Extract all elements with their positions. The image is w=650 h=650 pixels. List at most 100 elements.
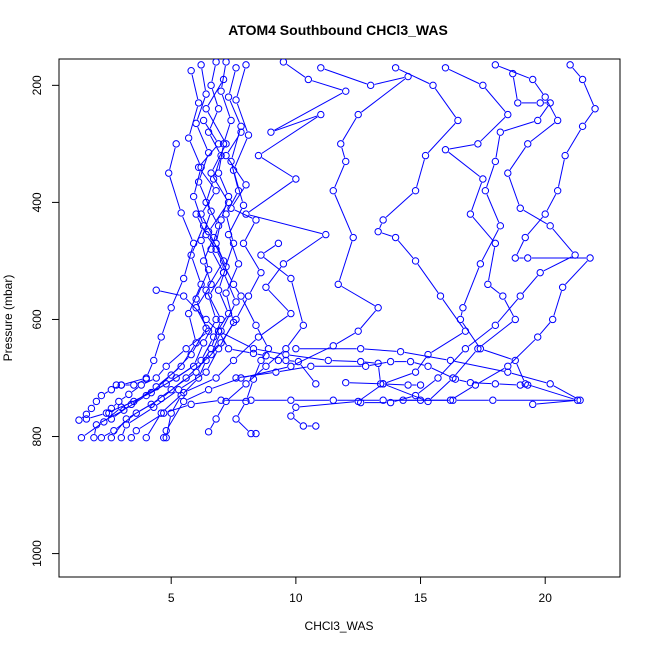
series-19-segment-7 [217, 404, 225, 416]
series-8-segment-11 [417, 357, 427, 370]
series-10-segment-11 [468, 327, 493, 347]
series-3-point-3 [227, 157, 235, 166]
series-10-point-5 [504, 169, 512, 177]
series-11-point-0 [566, 61, 574, 69]
series-18-point-5 [249, 349, 258, 358]
series-18-point-1 [179, 292, 188, 300]
series-7-segment-6 [334, 194, 353, 235]
series-6-point-6 [292, 175, 300, 183]
series-3-segment-0 [229, 71, 236, 94]
series-17-segment-13 [166, 416, 171, 434]
series-group [75, 59, 599, 442]
series-1-point-6 [217, 216, 225, 224]
series-11-segment-13 [510, 339, 536, 364]
series-9-segment-6 [472, 216, 494, 241]
y-tick-label-1: 400 [30, 192, 44, 212]
series-3-point-11 [182, 374, 190, 382]
series-5-point-0 [242, 61, 250, 69]
series-13-point-13 [217, 396, 225, 404]
series-9-point-9 [499, 292, 507, 300]
series-20-segment-7 [254, 363, 260, 376]
series-4-segment-8 [189, 317, 196, 340]
series-3-segment-8 [222, 305, 235, 328]
series-5-segment-2 [234, 138, 248, 167]
series-6-segment-3 [274, 115, 318, 132]
series-13-segment-14 [167, 405, 188, 413]
series-3-segment-7 [224, 276, 235, 299]
series-7-point-3 [354, 110, 362, 119]
series-11-point-12 [548, 315, 557, 324]
series-7-segment-7 [338, 241, 353, 281]
series-9-segment-8 [490, 286, 500, 294]
series-10-segment-2 [546, 100, 557, 118]
series-19-point-6 [242, 380, 250, 388]
series-22-point-6 [199, 257, 208, 265]
series-8-point-10 [461, 327, 470, 335]
series-11-point-6 [541, 210, 549, 218]
y-tick-label-2: 600 [30, 309, 44, 329]
series-7-segment-2 [361, 78, 406, 113]
series-9-point-8 [484, 280, 492, 289]
series-13-point-17 [127, 433, 136, 442]
series-11-segment-4 [558, 159, 565, 187]
series-9-point-7 [491, 239, 500, 248]
series-0-point-0 [212, 59, 220, 66]
series-11-segment-7 [516, 240, 524, 255]
series-13-segment-15 [139, 414, 161, 429]
series-22-point-4 [197, 210, 205, 218]
series-0-segment-9 [210, 275, 222, 293]
series-12-point-2 [536, 99, 544, 107]
series-20-point-4 [237, 292, 245, 300]
series-12-segment-5 [495, 136, 501, 158]
series-22-point-11 [162, 362, 170, 370]
series-20-segment-3 [235, 287, 240, 293]
series-1-segment-13 [149, 379, 173, 394]
series-19-segment-6 [228, 386, 244, 400]
x-axis-label: CHCl3_WAS [305, 619, 374, 633]
series-22-point-12 [152, 374, 160, 382]
series-14-segment-8 [474, 382, 492, 385]
series-13-point-2 [396, 347, 405, 356]
series-0-point-2 [214, 105, 223, 113]
series-6-segment-7 [249, 214, 323, 235]
series-11-point-13 [534, 333, 542, 341]
series-17-point-7 [244, 292, 253, 300]
series-23-point-5 [204, 227, 213, 236]
series-23-point-2 [222, 140, 230, 148]
series-2-point-1 [202, 90, 210, 98]
series-14-point-4 [386, 357, 395, 366]
series-3-segment-14 [104, 432, 111, 437]
series-0-segment-3 [210, 135, 220, 153]
series-1-segment-14 [126, 397, 144, 409]
x-tick-label-2: 15 [414, 591, 428, 605]
series-12-point-9 [476, 260, 485, 268]
y-axis: 200 400 600 800 1000 [30, 75, 60, 567]
series-19-segment-5 [248, 368, 264, 382]
series-13-point-5 [546, 380, 554, 388]
series-6-point-3 [267, 128, 275, 136]
series-0-segment-1 [211, 88, 218, 106]
series-12-point-7 [481, 186, 490, 195]
series-16-point-2 [177, 209, 185, 217]
series-4-point-8 [184, 309, 193, 318]
series-0-segment-16 [90, 413, 103, 419]
series-0-segment-10 [209, 299, 216, 316]
series-22-segment-13 [131, 387, 139, 393]
series-10-point-7 [546, 222, 554, 230]
series-10-point-10 [516, 292, 524, 300]
series-18-segment-1 [186, 298, 204, 317]
series-23-segment-4 [210, 205, 227, 229]
series-9-segment-2 [480, 117, 506, 142]
series-19-point-7 [222, 397, 230, 406]
series-8-point-18 [312, 422, 320, 430]
series-6-segment-13 [218, 362, 232, 376]
series-5-segment-0 [236, 68, 246, 97]
series-22-segment-0 [205, 123, 217, 141]
series-8-segment-7 [397, 240, 414, 259]
series-9-point-10 [511, 315, 519, 324]
series-22-point-9 [204, 327, 213, 335]
series-12-point-16 [529, 400, 537, 409]
series-21-point-5 [92, 397, 101, 406]
series-14-point-0 [232, 374, 240, 382]
series-7-point-5 [342, 157, 350, 166]
